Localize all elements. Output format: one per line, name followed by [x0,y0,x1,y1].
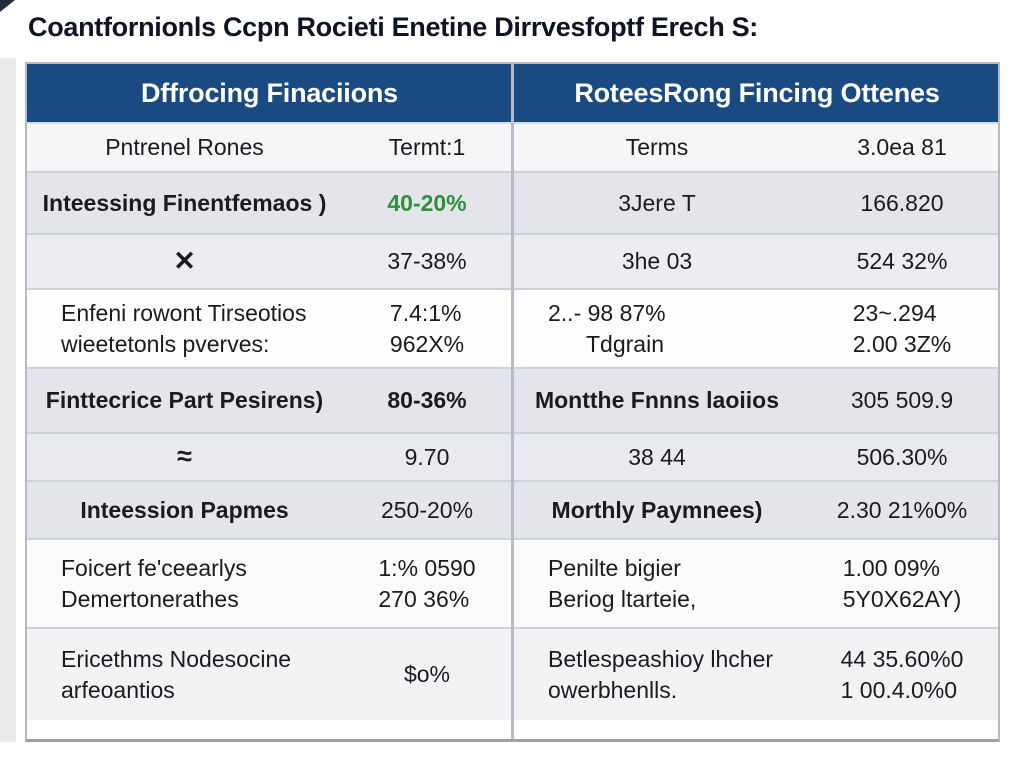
cell-text: 962X% [389,330,465,357]
table-cell: $o% [342,629,512,720]
table-header-left: Dffrocing Finaciions [140,77,398,108]
cell-text: 44 35.60%0 [840,646,964,673]
cell-text: Inteessing Finentfemaos ) [42,189,327,216]
cell-text: Morthly Paymnees) [551,496,763,523]
cell-text: Demertonerathes [61,585,239,612]
table-cell: 3.0ea 81 [802,124,1002,171]
cell-text: 250-20% [380,496,474,523]
table-cell: 44 35.60%0 1 00.4.0%0 [802,629,1002,720]
cell-text: 37-38% [387,248,467,275]
table-cell: 166.820 [802,173,1002,233]
cell-text: ≈ [177,441,192,472]
cell-text: owerbhenlls. [548,676,678,703]
table-cell: 23~.294 2.00 3Z% [802,290,1002,367]
cell-text: Beriog ltarteie, [548,585,697,612]
cell-text: 40-20% [387,189,467,216]
cell-text: 524 32% [856,248,948,275]
cell-text: 7.4:1% [389,300,462,327]
cell-text: arfeoantios [61,676,175,703]
table-cell: 2..- 98 87% Tdgrain [512,290,802,367]
cell-text: 305 509.9 [850,387,954,414]
cell-text: 80-36% [387,387,467,414]
table-cell: Foicert fe'ceearlys Demertonerathes [27,540,342,627]
table-cell: 80-36% [342,369,512,432]
cell-text: 3.0ea 81 [857,134,947,161]
cell-text: Inteession Papmes [80,496,289,523]
cell-text: Tdgrain [586,330,664,357]
cell-text: 2..- 98 87% [548,300,666,327]
cell-text: ✕ [173,245,196,276]
cell-text: 166.820 [860,189,944,216]
cell-text: Betlespeashioy lhcher [548,646,774,673]
table-cell: Inteession Papmes [27,482,342,538]
table-cell: 305 509.9 [802,369,1002,432]
left-edge-strip [0,58,16,742]
cell-text: Montthe Fnnns laoiios [534,387,780,414]
cell-text: 3he 03 [621,248,693,275]
table-cell: 9.70 [342,434,512,480]
table-cell: 3Jere T [512,173,802,233]
table-cell: Finttecrice Part Pesirens) [27,369,342,432]
table-cell: 7.4:1% 962X% [342,290,512,367]
cell-text: 2.30 21%0% [836,496,968,523]
cell-text: Pntrenel Rones [105,134,264,161]
cell-text: Foicert fe'ceearlys [61,555,247,582]
cell-text: Penilte bigier [548,555,681,582]
cell-text: 1:% 0590 [378,555,476,582]
table-cell-green-value: 40-20% [342,173,512,233]
financing-comparison-table: Dffrocing Finaciions RoteesRong Fincing … [25,62,1000,742]
cell-text: Termt:1 [388,134,466,161]
cell-text: 270 36% [378,585,470,612]
cell-text: wieetetonls pverves: [61,330,270,357]
cell-text: $o% [403,661,451,688]
cell-text: 2.00 3Z% [852,330,952,357]
cell-text: Terms [625,134,689,161]
table-cell: Terms [512,124,802,171]
page-title: Coantfornionls Ccpn Rocieti Enetine Dirr… [28,12,758,42]
cell-text: 506.30% [856,443,948,470]
corner-artifact [0,0,15,12]
approx-equals-icon: ≈ [27,434,342,480]
table-cell: Inteessing Finentfemaos ) [27,173,342,233]
table-cell: 524 32% [802,235,1002,288]
table-cell: 506.30% [802,434,1002,480]
cell-text: Enfeni rowont Tirseotios [61,300,307,327]
table-cell: Penilte bigier Beriog ltarteie, [512,540,802,627]
table-cell: Montthe Fnnns laoiios [512,369,802,432]
cell-text: 38 44 [628,443,686,470]
cell-text: 9.70 [404,443,450,470]
table-cell: Morthly Paymnees) [512,482,802,538]
cell-text: 1 00.4.0%0 [840,676,957,703]
table-cell: Enfeni rowont Tirseotios wieetetonls pver… [27,290,342,367]
table-cell: 1.00 09% 5Y0X62AY) [802,540,1002,627]
table-cell: 1:% 0590 270 36% [342,540,512,627]
cell-text: Finttecrice Part Pesirens) [45,387,324,414]
cell-text: 23~.294 [852,300,937,327]
table-cell: Pntrenel Rones [27,124,342,171]
x-mark-icon: ✕ [27,235,342,288]
table-cell: Betlespeashioy lhcher owerbhenlls. [512,629,802,720]
column-divider [511,64,514,739]
table-cell: Termt:1 [342,124,512,171]
table-header-right: RoteesRong Fincing Ottenes [574,77,940,108]
table-cell: Ericethms Nodesocine arfeoantios [27,629,342,720]
cell-text: 3Jere T [618,189,696,216]
cell-text: 1.00 09% [842,555,940,582]
table-cell: 3he 03 [512,235,802,288]
table-cell: 2.30 21%0% [802,482,1002,538]
table-cell: 250-20% [342,482,512,538]
table-cell: 37-38% [342,235,512,288]
cell-text: 5Y0X62AY) [842,585,962,612]
cell-text: Ericethms Nodesocine [61,646,292,673]
table-cell: 38 44 [512,434,802,480]
